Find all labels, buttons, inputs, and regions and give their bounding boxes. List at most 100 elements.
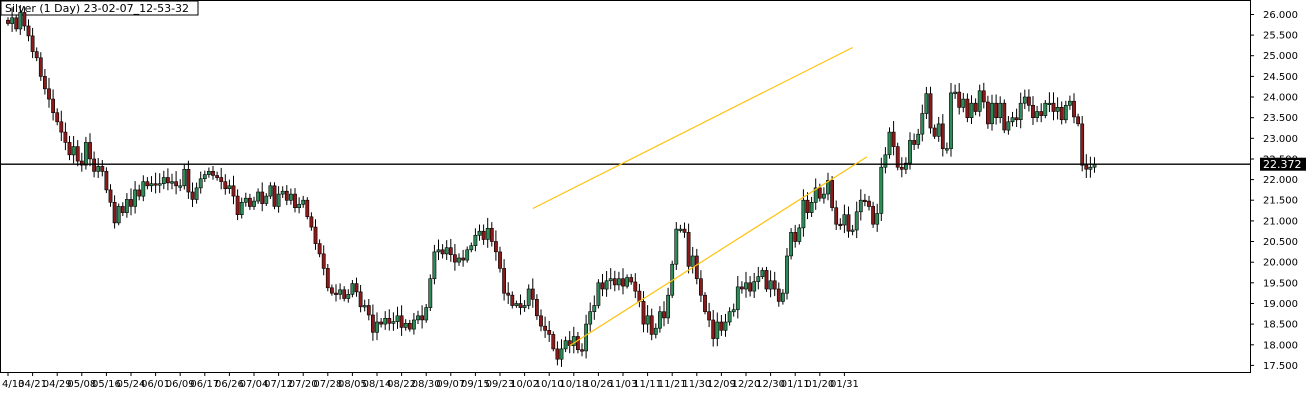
candle-body-up	[588, 311, 593, 325]
candle-body-up	[383, 317, 388, 325]
candle-body-down	[957, 91, 962, 108]
candle-body-down	[448, 247, 453, 255]
candle-body-up	[526, 288, 531, 306]
candle-body-down	[489, 228, 494, 242]
candle-body-down	[985, 101, 990, 125]
candle-body-up	[522, 305, 527, 308]
candle-body-down	[379, 321, 384, 325]
candle-body-up	[998, 102, 1003, 118]
x-tick-label: 07/04	[240, 379, 269, 390]
candle-body-up	[731, 309, 736, 313]
current-price-label: 22.372	[1263, 158, 1302, 171]
y-tick-label: 20.500	[1263, 237, 1298, 248]
candle-body-up	[1035, 111, 1040, 118]
candle-body-up	[161, 177, 166, 184]
candle-body-up	[10, 17, 15, 24]
candle-body-down	[846, 214, 851, 232]
candle-body-down	[108, 189, 113, 203]
candle-body-up	[18, 12, 23, 30]
candle-body-up	[608, 278, 613, 282]
candle-body-down	[719, 321, 724, 331]
candle-body-up	[514, 303, 519, 306]
candle-body-up	[727, 311, 732, 323]
candle-body-up	[875, 213, 880, 225]
candle-body-up	[84, 142, 88, 166]
candle-body-down	[1039, 111, 1044, 116]
y-tick-label: 20.000	[1263, 258, 1298, 269]
y-tick-label: 25.000	[1263, 51, 1298, 62]
candle-body-down	[682, 228, 687, 233]
candle-body-down	[899, 166, 904, 170]
channel-upper-line	[532, 46, 853, 210]
candle-body-down	[555, 348, 560, 360]
x-tick-label: 11/21	[658, 379, 687, 390]
candle-body-up	[990, 102, 994, 125]
candle-body-up	[182, 169, 187, 187]
candle-body-up	[444, 247, 449, 255]
candle-body-up	[768, 280, 773, 290]
x-tick-label: 11/30	[682, 379, 711, 390]
candle-body-down	[932, 127, 937, 137]
candle-body-up	[416, 315, 420, 321]
candle-body-down	[190, 191, 195, 200]
y-tick-label: 18.000	[1263, 340, 1298, 351]
candle-body-up	[297, 204, 302, 208]
candle-body-down	[51, 98, 56, 113]
candle-body-down	[1002, 102, 1007, 131]
candle-body-down	[510, 294, 515, 306]
candle-body-up	[924, 93, 929, 114]
candle-body-up	[1088, 166, 1093, 170]
candle-body-down	[711, 319, 716, 339]
candle-body-up	[473, 235, 478, 246]
y-tick-label: 18.500	[1263, 320, 1298, 331]
candle-body-down	[79, 160, 84, 166]
candle-body-down	[104, 171, 109, 191]
candle-body-down	[629, 277, 634, 283]
x-tick-label: 06/17	[190, 379, 219, 390]
candle-body-down	[399, 315, 404, 328]
candle-body-down	[284, 190, 289, 201]
candle-body-up	[801, 199, 806, 229]
candle-body-down	[366, 305, 371, 316]
y-tick-label: 21.500	[1263, 196, 1298, 207]
candle-body-down	[129, 199, 133, 207]
candle-body-down	[895, 146, 900, 168]
candle-body-down	[1014, 117, 1019, 121]
candle-body-down	[47, 88, 51, 100]
candle-body-up	[785, 255, 789, 294]
candle-body-down	[498, 251, 502, 269]
candle-body-down	[92, 158, 97, 172]
candle-body-down	[871, 206, 876, 225]
candle-body-up	[1043, 102, 1048, 116]
candle-body-down	[965, 98, 970, 118]
candle-body-up	[350, 283, 355, 295]
candle-body-up	[949, 92, 953, 149]
x-tick-label: 09/23	[486, 379, 515, 390]
candle-body-up	[256, 191, 261, 202]
y-tick-label: 17.500	[1263, 361, 1298, 372]
candle-body-down	[174, 181, 179, 187]
candle-body-up	[338, 289, 343, 295]
candle-body-up	[657, 311, 662, 329]
candle-body-down	[235, 195, 240, 216]
candle-body-down	[334, 292, 338, 295]
candle-body-down	[272, 185, 277, 207]
y-axis: 26.000 25.500 25.000 24.500 24.000 23.500 23.0…	[1250, 10, 1306, 372]
candle-body-down	[211, 171, 215, 176]
candle-body-up	[268, 185, 273, 197]
candle-body-down	[358, 291, 363, 308]
candle-body-up	[977, 90, 982, 112]
candle-body-up	[821, 193, 826, 199]
candle-body-down	[703, 294, 707, 313]
candle-body-down	[547, 329, 552, 335]
candle-body-up	[264, 195, 269, 204]
candle-body-down	[325, 268, 330, 289]
candle-body-up	[207, 171, 211, 175]
x-tick-label: 12/09	[707, 379, 736, 390]
candle-body-down	[686, 232, 691, 267]
title-box	[0, 0, 199, 16]
candle-body-down	[621, 278, 625, 287]
candle-body-up	[395, 315, 400, 322]
candle-body-up	[227, 185, 232, 190]
